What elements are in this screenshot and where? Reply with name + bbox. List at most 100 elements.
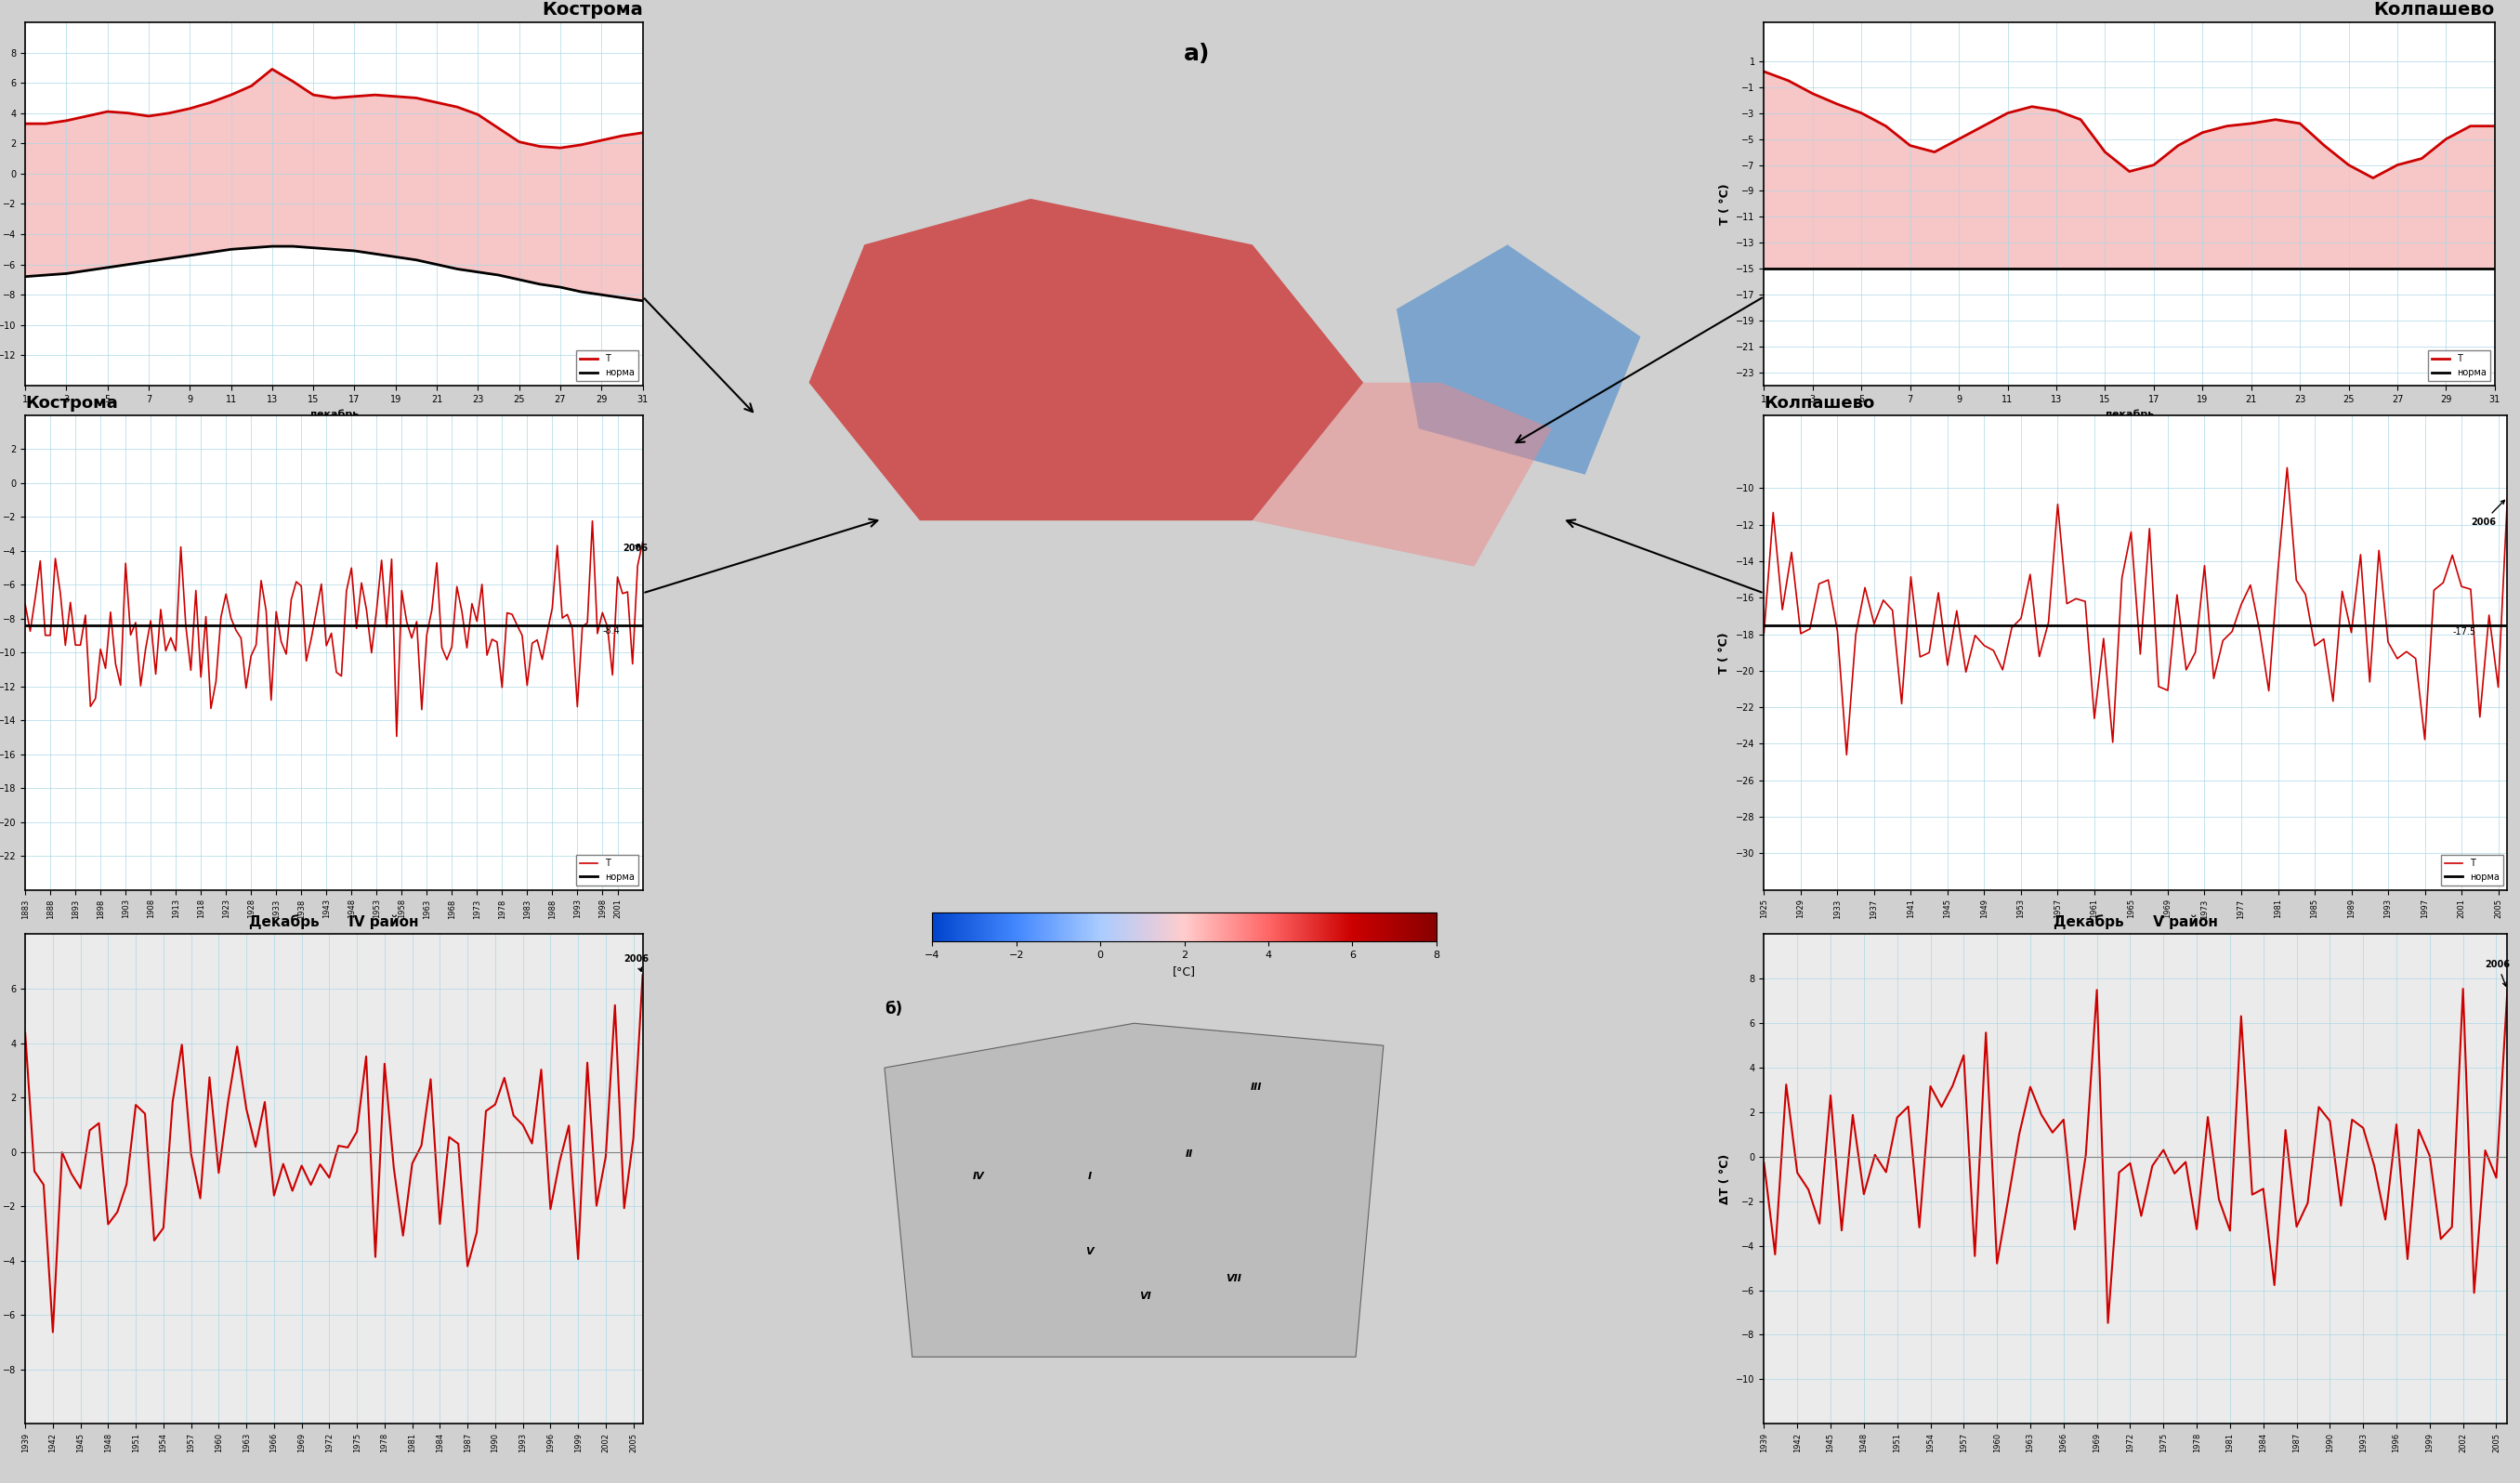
Т — [2480, 117, 2510, 135]
Text: VII: VII — [1225, 1274, 1242, 1283]
Т — [73, 107, 101, 125]
норма — [154, 249, 184, 267]
Т — [2089, 144, 2119, 162]
норма — [627, 292, 658, 310]
Y-axis label: Т ( °С): Т ( °С) — [1719, 632, 1731, 673]
норма — [1774, 260, 1804, 277]
Y-axis label: Т ( °С): Т ( °С) — [1719, 184, 1731, 224]
Polygon shape — [1252, 383, 1552, 567]
Т — [1847, 104, 1877, 122]
норма — [567, 283, 597, 301]
Т — [2359, 169, 2389, 187]
норма — [2407, 260, 2437, 277]
норма — [484, 265, 514, 283]
Т — [2139, 156, 2170, 174]
Line: Т: Т — [25, 521, 643, 737]
норма — [1895, 260, 1925, 277]
X-axis label: декабрь: декабрь — [2104, 409, 2155, 418]
Т — [257, 61, 287, 79]
Т — [2492, 488, 2520, 506]
Т — [2334, 156, 2364, 174]
Т — [2213, 117, 2243, 135]
норма — [2480, 260, 2510, 277]
норма — [297, 239, 328, 257]
норма — [1920, 260, 1950, 277]
норма — [2213, 260, 2243, 277]
Т — [401, 89, 431, 107]
Text: VI: VI — [1139, 1292, 1152, 1301]
норма — [1749, 260, 1779, 277]
Text: -8.4: -8.4 — [602, 626, 620, 636]
норма — [1993, 260, 2024, 277]
Т — [1749, 624, 1779, 642]
Т — [567, 136, 597, 154]
Title: Декабрь      IV район: Декабрь IV район — [249, 915, 418, 930]
Т — [2041, 102, 2071, 120]
Legend: Т, норма: Т, норма — [2442, 856, 2502, 885]
Line: Т: Т — [1764, 467, 2507, 755]
Line: Т: Т — [1764, 71, 2495, 178]
норма — [2139, 260, 2170, 277]
Text: б): б) — [885, 1001, 902, 1017]
норма — [464, 262, 494, 280]
Text: Колпашево: Колпашево — [2374, 0, 2495, 18]
норма — [2334, 260, 2364, 277]
норма — [237, 239, 267, 257]
норма — [2454, 260, 2485, 277]
Text: Кострома: Кострома — [25, 394, 118, 411]
норма — [50, 264, 81, 282]
Т — [1870, 117, 1900, 135]
Legend: Т, норма: Т, норма — [577, 856, 638, 885]
Т — [50, 636, 81, 654]
Polygon shape — [809, 199, 1363, 521]
Т — [1797, 85, 1827, 102]
норма — [2187, 260, 2218, 277]
норма — [340, 242, 370, 260]
Т — [237, 77, 267, 95]
Т — [1832, 746, 1862, 764]
Т — [1822, 95, 1852, 113]
норма — [1870, 260, 1900, 277]
Т — [1993, 104, 2024, 122]
Т — [126, 676, 156, 694]
Т — [2016, 98, 2046, 116]
Legend: Т, норма: Т, норма — [2429, 351, 2490, 381]
норма — [257, 237, 287, 255]
Т — [627, 534, 658, 552]
норма — [544, 279, 575, 297]
Text: Кострома: Кострома — [542, 0, 643, 18]
Т — [1774, 71, 1804, 89]
норма — [2286, 260, 2316, 277]
норма — [10, 267, 40, 285]
Т — [2235, 114, 2265, 132]
Т — [2114, 163, 2145, 181]
норма — [2235, 260, 2265, 277]
норма — [1968, 260, 1998, 277]
Т — [30, 114, 60, 132]
норма — [1943, 260, 1973, 277]
Т — [2346, 546, 2376, 564]
Т — [154, 104, 184, 122]
Т — [15, 623, 45, 641]
Line: Т: Т — [25, 70, 643, 148]
норма — [2041, 260, 2071, 277]
Т — [444, 98, 474, 116]
норма — [93, 258, 123, 276]
норма — [1847, 260, 1877, 277]
норма — [401, 251, 431, 268]
Т — [1961, 626, 1991, 644]
Т — [1920, 144, 1950, 162]
норма — [2066, 260, 2097, 277]
Title: Декабрь      V район: Декабрь V район — [2054, 915, 2218, 930]
Т — [1968, 117, 1998, 135]
норма — [174, 246, 204, 264]
Т — [282, 572, 312, 590]
норма — [587, 286, 617, 304]
Т — [2454, 117, 2485, 135]
Т — [2286, 114, 2316, 132]
Т — [197, 93, 227, 111]
Т — [504, 133, 534, 151]
Т — [192, 608, 222, 626]
Т — [627, 125, 658, 142]
Т — [381, 728, 411, 746]
